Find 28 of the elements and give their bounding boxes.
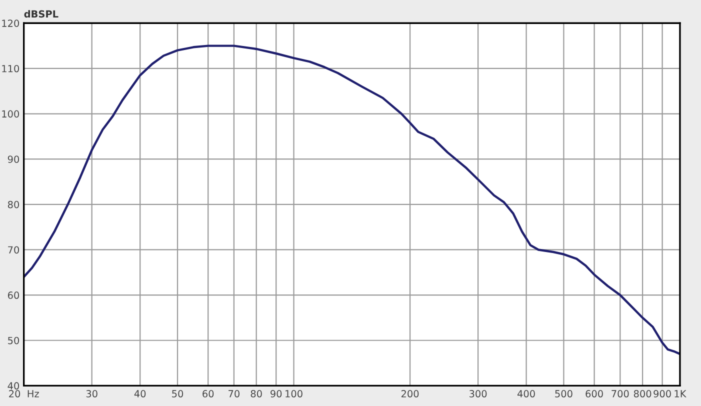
x-tick-label: 700 <box>612 390 629 398</box>
x-tick-label: 300 <box>470 390 487 398</box>
y-tick-label: 40 <box>8 382 20 390</box>
x-tick-label: 20 Hz <box>9 390 39 398</box>
x-tick-label: 900 <box>654 390 671 398</box>
x-tick-label: 1K <box>674 390 686 398</box>
y-tick-label: 50 <box>8 336 20 344</box>
x-tick-label: 70 <box>228 390 240 398</box>
x-tick-label: 90 <box>270 390 282 398</box>
x-tick-label: 30 <box>86 390 98 398</box>
y-tick-label: 90 <box>8 156 20 163</box>
x-tick-label: 400 <box>517 390 535 398</box>
x-tick-label: 80 <box>250 390 262 398</box>
x-tick-label: 100 <box>286 390 302 398</box>
y-tick-label: 70 <box>8 246 20 254</box>
x-tick-label: 50 <box>172 390 184 398</box>
y-axis-title: dBSPL <box>24 10 58 18</box>
y-tick-label: 100 <box>2 110 20 118</box>
y-tick-label: 80 <box>8 200 20 208</box>
y-tick-label: 120 <box>2 20 20 27</box>
y-tick-label: 110 <box>2 64 20 72</box>
x-tick-label: 60 <box>202 390 214 398</box>
x-tick-label: 40 <box>134 390 146 398</box>
x-tick-label: 600 <box>586 390 603 398</box>
x-tick-label: 200 <box>401 390 419 398</box>
y-tick-label: 60 <box>8 292 20 299</box>
x-tick-label: 500 <box>555 390 572 398</box>
x-tick-label: 800 <box>634 390 652 398</box>
